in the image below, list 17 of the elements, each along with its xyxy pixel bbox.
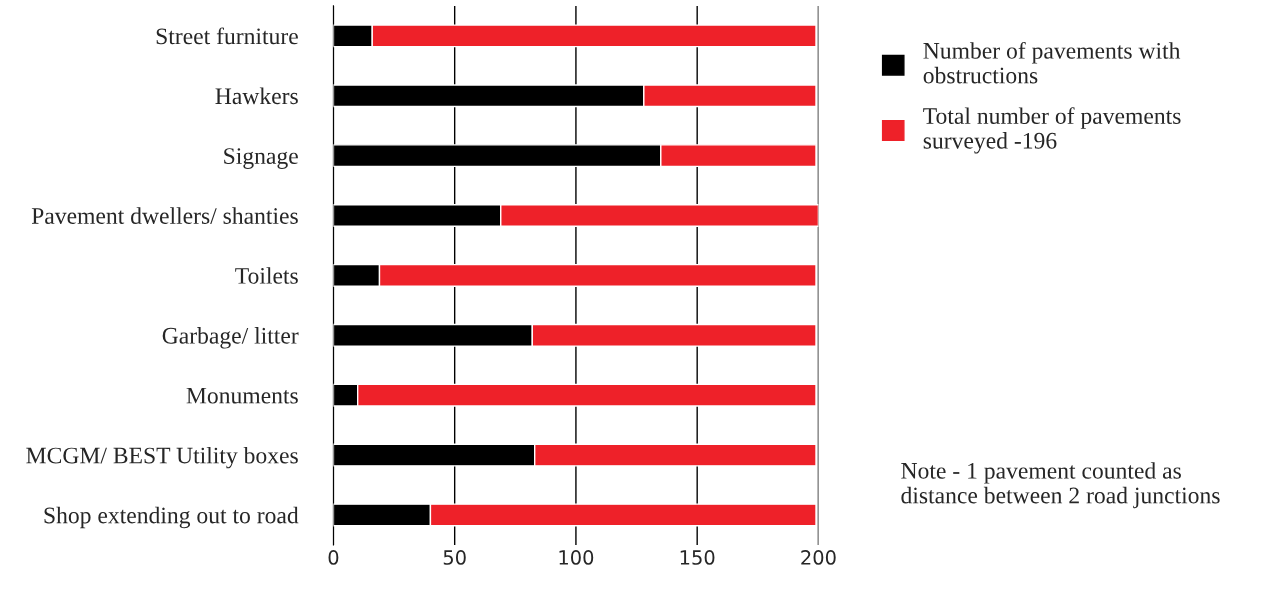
x-tick-label: 0 [328,550,339,565]
x-tick-label: 150 [680,550,715,565]
legend-label: Total number of pavements surveyed -196 [923,107,1181,154]
x-tick-label: 200 [801,550,836,565]
y-tick-label: MCGM/ BEST Utility boxes [26,446,298,469]
legend-label: Number of pavements with obstructions [923,41,1181,84]
y-tick-label: Shop extending out to road [44,506,299,529]
y-tick-label: Street furniture [156,27,298,45]
y-tick-label: Monuments [186,387,298,404]
y-tick-label: Pavement dwellers/ shanties [31,207,298,224]
y-tick-label: Signage [224,148,298,169]
y-tick-label: Garbage/ litter [162,327,299,349]
x-tick-label: 50 [443,550,466,565]
text: Note - 1 pavement counted as distance between 2 road junctions [901,462,1220,509]
y-tick-label: Toilets [235,267,298,284]
x-tick-label: 100 [559,550,594,565]
y-tick-label: Hawkers [215,87,298,105]
